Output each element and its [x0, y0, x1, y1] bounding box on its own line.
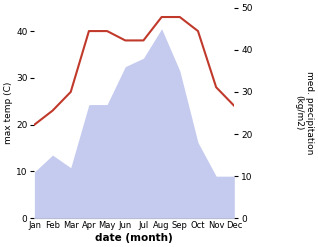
- Y-axis label: med. precipitation
(kg/m2): med. precipitation (kg/m2): [294, 71, 314, 155]
- Y-axis label: max temp (C): max temp (C): [4, 82, 13, 144]
- X-axis label: date (month): date (month): [95, 233, 173, 243]
